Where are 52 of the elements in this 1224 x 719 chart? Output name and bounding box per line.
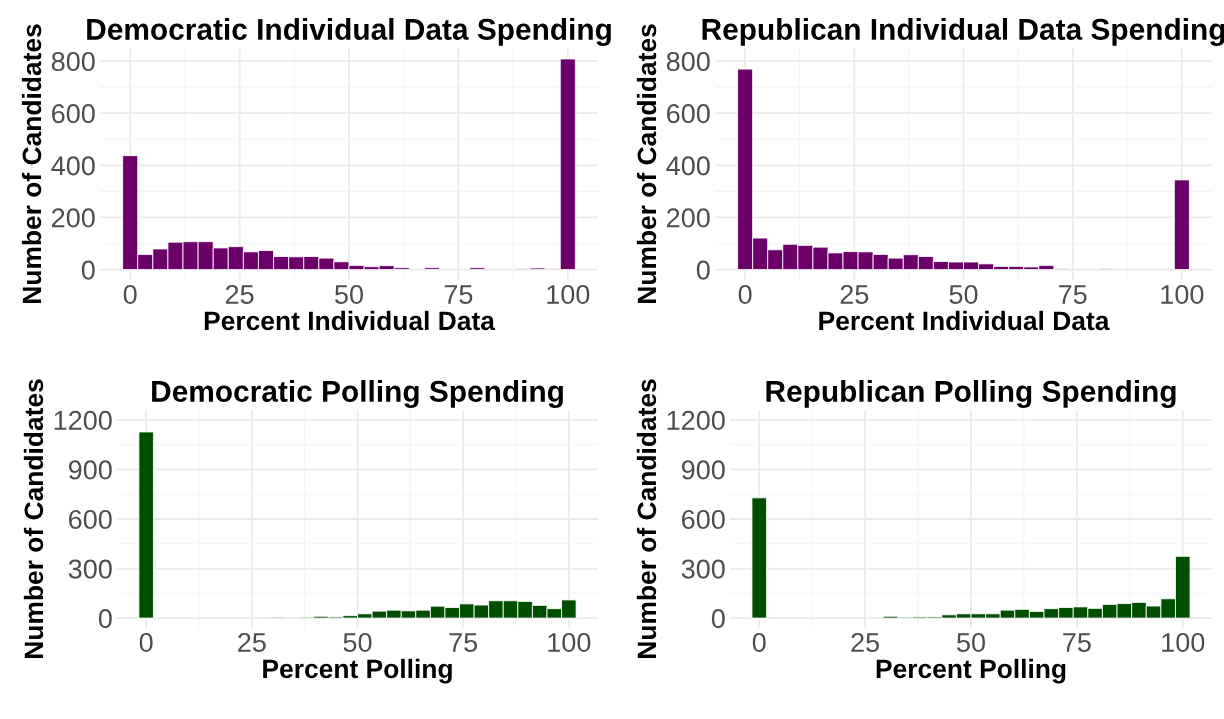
y-tick-label: 200 xyxy=(52,208,95,228)
x-tick-label: 25 xyxy=(238,632,266,653)
y-tick-label: 600 xyxy=(682,509,725,530)
y-tick-label: 900 xyxy=(681,460,725,480)
x-tick-label: 50 xyxy=(957,632,985,653)
x-tick-label: 50 xyxy=(335,284,363,305)
y-tick-label: 1200 xyxy=(54,410,112,430)
x-tick-label: 100 xyxy=(547,284,590,305)
x-axis-title: Percent Polling xyxy=(263,658,452,684)
x-tick-label: 100 xyxy=(548,632,591,653)
x-tick-label: 75 xyxy=(449,633,478,653)
x-tick-label: 75 xyxy=(1063,633,1091,653)
x-tick-label: 75 xyxy=(1059,285,1087,305)
x-axis-title: Percent Individual Data xyxy=(819,310,1110,331)
chart-title: Democratic Polling Spending xyxy=(152,380,563,408)
x-tick-label: 25 xyxy=(851,632,880,653)
x-tick-label: 25 xyxy=(225,284,254,305)
x-tick-label: 0 xyxy=(139,632,153,653)
y-tick-label: 0 xyxy=(81,260,95,280)
x-tick-label: 0 xyxy=(123,284,137,305)
x-tick-label: 50 xyxy=(949,284,978,305)
x-tick-label: 50 xyxy=(343,632,372,653)
x-axis-title: Percent Polling xyxy=(876,658,1066,684)
y-tick-label: 400 xyxy=(666,156,710,176)
x-tick-label: 0 xyxy=(738,284,752,305)
y-tick-label: 300 xyxy=(681,559,725,579)
y-tick-label: 0 xyxy=(711,608,725,629)
x-tick-label: 25 xyxy=(840,284,869,305)
y-tick-label: 0 xyxy=(696,260,710,280)
y-tick-label: 0 xyxy=(98,608,112,629)
y-axis-title: Number of Candidates xyxy=(636,24,657,303)
x-tick-label: 100 xyxy=(1162,632,1205,653)
y-axis-title: Number of Candidates xyxy=(636,379,657,658)
y-tick-label: 600 xyxy=(69,509,112,530)
y-tick-label: 600 xyxy=(52,104,95,124)
y-tick-label: 400 xyxy=(51,156,95,176)
chart-title: Republican Individual Data Spending xyxy=(702,18,1224,46)
y-tick-label: 200 xyxy=(667,208,710,228)
x-axis-title: Percent Individual Data xyxy=(204,310,496,331)
chart-title: Republican Polling Spending xyxy=(766,380,1176,408)
y-tick-label: 300 xyxy=(68,559,112,579)
y-tick-label: 800 xyxy=(51,51,95,72)
x-tick-label: 0 xyxy=(752,632,766,653)
y-tick-label: 600 xyxy=(667,104,710,124)
x-tick-label: 75 xyxy=(444,285,473,305)
y-axis-title: Number of Candidates xyxy=(21,24,42,303)
y-tick-label: 800 xyxy=(666,51,710,72)
y-tick-label: 900 xyxy=(68,460,112,480)
x-tick-label: 100 xyxy=(1161,284,1204,305)
y-axis-title: Number of Candidates xyxy=(23,379,44,658)
chart-title: Democratic Individual Data Spending xyxy=(87,18,611,46)
y-tick-label: 1200 xyxy=(667,410,725,430)
